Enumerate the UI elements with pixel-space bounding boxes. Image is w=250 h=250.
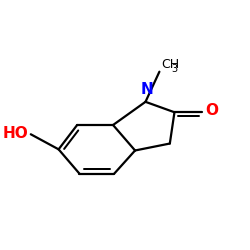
Text: HO: HO: [3, 126, 29, 140]
Text: 3: 3: [172, 64, 177, 74]
Text: O: O: [206, 103, 219, 118]
Text: N: N: [140, 82, 153, 97]
Text: CH: CH: [162, 58, 180, 70]
